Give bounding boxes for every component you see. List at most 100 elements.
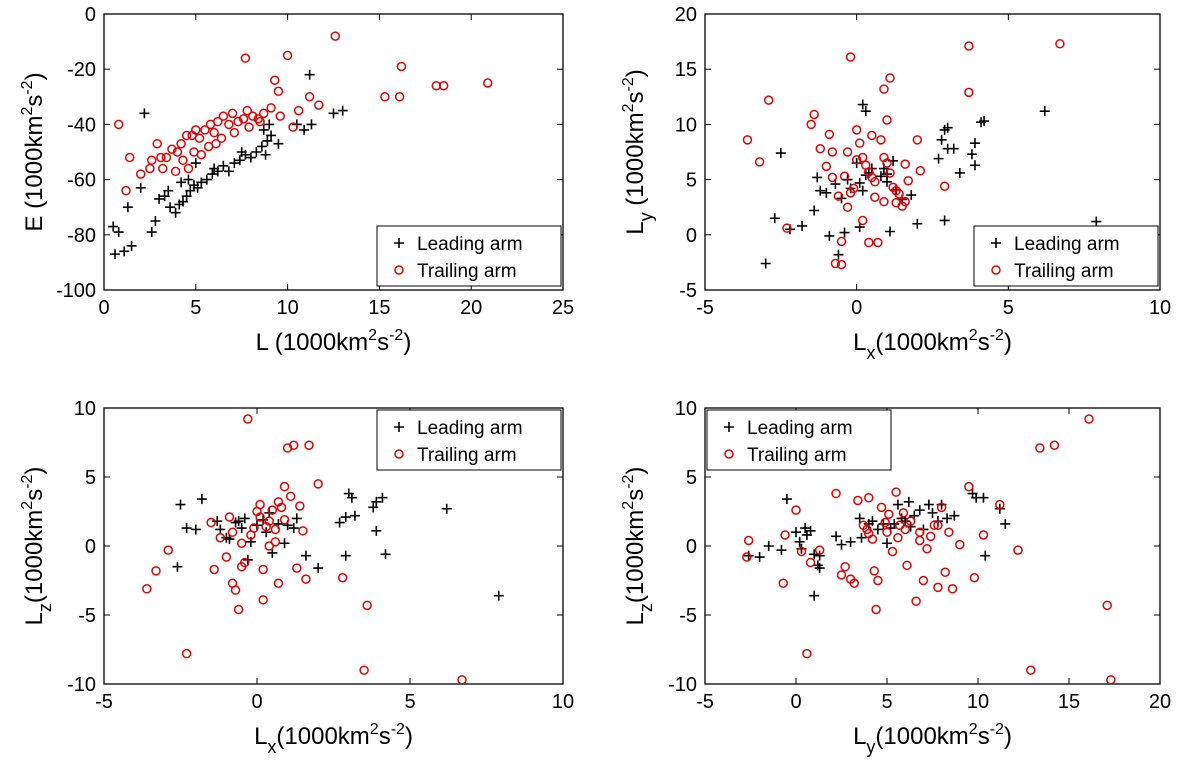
legend: Leading arm Trailing arm <box>973 225 1159 287</box>
leading-arm-point <box>337 105 348 116</box>
data-points <box>142 414 504 684</box>
x-tick-label: 20 <box>1149 691 1171 713</box>
leading-arm-point <box>233 516 244 527</box>
legend-box <box>973 225 1159 287</box>
x-tick-label: 15 <box>368 297 390 319</box>
trailing-arm-point <box>209 564 219 575</box>
leading-arm-point <box>218 160 229 171</box>
leading-arm-point <box>857 99 868 110</box>
trailing-arm-point <box>955 539 965 550</box>
trailing-arm-point <box>1049 440 1060 451</box>
y-tick-label: 0 <box>85 536 96 558</box>
y-axis-label-subscript: z <box>35 603 55 612</box>
trailing-arm-point <box>902 560 912 571</box>
leading-arm-point <box>1091 216 1102 227</box>
y-tick-label: -100 <box>56 280 96 302</box>
leading-arm-point <box>493 590 504 601</box>
y-axis-label-superscript: 2 <box>620 103 637 112</box>
leading-arm-point <box>368 502 379 513</box>
leading-arm-point <box>177 196 188 207</box>
trailing-arm-point <box>915 166 926 176</box>
leading-arm-point <box>906 190 917 201</box>
trailing-arm-point <box>814 545 825 555</box>
leading-arm-point <box>885 226 896 237</box>
leading-arm-point <box>867 516 878 527</box>
leading-arm-point <box>760 258 771 269</box>
series-leading-arm <box>108 69 348 260</box>
leading-arm-point <box>882 538 892 549</box>
x-axis-label-unit-s: s <box>978 329 990 356</box>
x-axis-label-main: L (1000km <box>256 329 369 356</box>
trailing-arm-point <box>227 108 238 119</box>
trailing-arm-point <box>196 150 207 160</box>
trailing-arm-point <box>209 127 219 138</box>
trailing-arm-point <box>743 535 754 546</box>
trailing-arm-point <box>864 492 874 503</box>
legend-plus-marker <box>394 238 404 248</box>
trailing-arm-point <box>135 169 146 179</box>
trailing-arm-point <box>802 648 812 659</box>
y-axis-label-superscript: 2 <box>19 107 36 116</box>
trailing-arm-point <box>275 111 286 121</box>
trailing-arm-point <box>915 535 925 546</box>
y-axis-label-unit: (1000km <box>622 112 649 212</box>
leading-arm-point <box>135 182 146 193</box>
trailing-arm-point <box>183 163 194 174</box>
y-axis-label-subscript: y <box>636 212 656 221</box>
series-leading-arm <box>760 99 1102 269</box>
leading-arm-point <box>215 524 226 535</box>
legend-circle-marker <box>394 265 404 275</box>
leading-arm-point <box>791 527 801 538</box>
x-tick-label: 5 <box>404 691 415 713</box>
leading-arm-point <box>304 69 315 80</box>
x-axis-label: Ly(1000km2s-2) <box>853 721 1012 757</box>
trailing-arm-point <box>939 181 950 191</box>
y-axis-label-superscript: -2 <box>620 77 637 91</box>
trailing-arm-point <box>142 584 152 594</box>
trailing-arm-point <box>293 105 304 116</box>
y-tick-label: -60 <box>67 170 96 192</box>
trailing-arm-point <box>925 531 936 542</box>
data-points <box>108 31 493 260</box>
trailing-arm-point <box>869 566 880 576</box>
trailing-arm-point <box>778 578 789 589</box>
trailing-arm-point <box>244 122 254 132</box>
trailing-arm-point <box>831 488 841 499</box>
leading-arm-point <box>183 174 194 185</box>
trailing-arm-point <box>273 578 284 589</box>
leading-arm-point <box>836 539 847 550</box>
x-tick-label: 0 <box>98 297 109 319</box>
leading-arm-point <box>150 216 161 226</box>
trailing-arm-point <box>1013 545 1023 555</box>
x-tick-label: 10 <box>1149 297 1171 319</box>
trailing-arm-point <box>933 520 943 531</box>
leading-arm-point <box>258 124 269 135</box>
legend-circle-marker <box>394 449 404 459</box>
y-tick-label: 0 <box>686 225 697 247</box>
leading-arm-point <box>857 185 868 196</box>
leading-arm-point <box>209 163 220 174</box>
trailing-arm-point <box>806 119 816 130</box>
y-tick-label: 5 <box>85 467 96 489</box>
y-axis-label-unit: (1000km <box>21 510 48 603</box>
legend-plus-marker <box>394 422 404 432</box>
trailing-arm-point <box>301 574 311 584</box>
trailing-arm-point <box>836 236 847 247</box>
y-tick-label: -5 <box>679 280 697 302</box>
y-axis-label: Lz(1000km2s-2) <box>620 467 656 626</box>
trailing-arm-point <box>1102 600 1112 611</box>
y-axis-label-main: L <box>622 612 649 625</box>
legend-entry-label: Trailing arm <box>417 261 517 282</box>
trailing-arm-point <box>288 122 298 132</box>
leading-arm-point <box>942 513 953 524</box>
x-tick-label: 5 <box>1003 297 1014 319</box>
trailing-arm-point <box>864 528 874 539</box>
leading-arm-point <box>181 523 192 534</box>
trailing-arm-point <box>824 129 835 140</box>
leading-arm-point <box>212 516 223 527</box>
trailing-arm-point <box>216 133 227 143</box>
trailing-arm-point <box>879 196 889 207</box>
leading-arm-point <box>936 134 947 145</box>
